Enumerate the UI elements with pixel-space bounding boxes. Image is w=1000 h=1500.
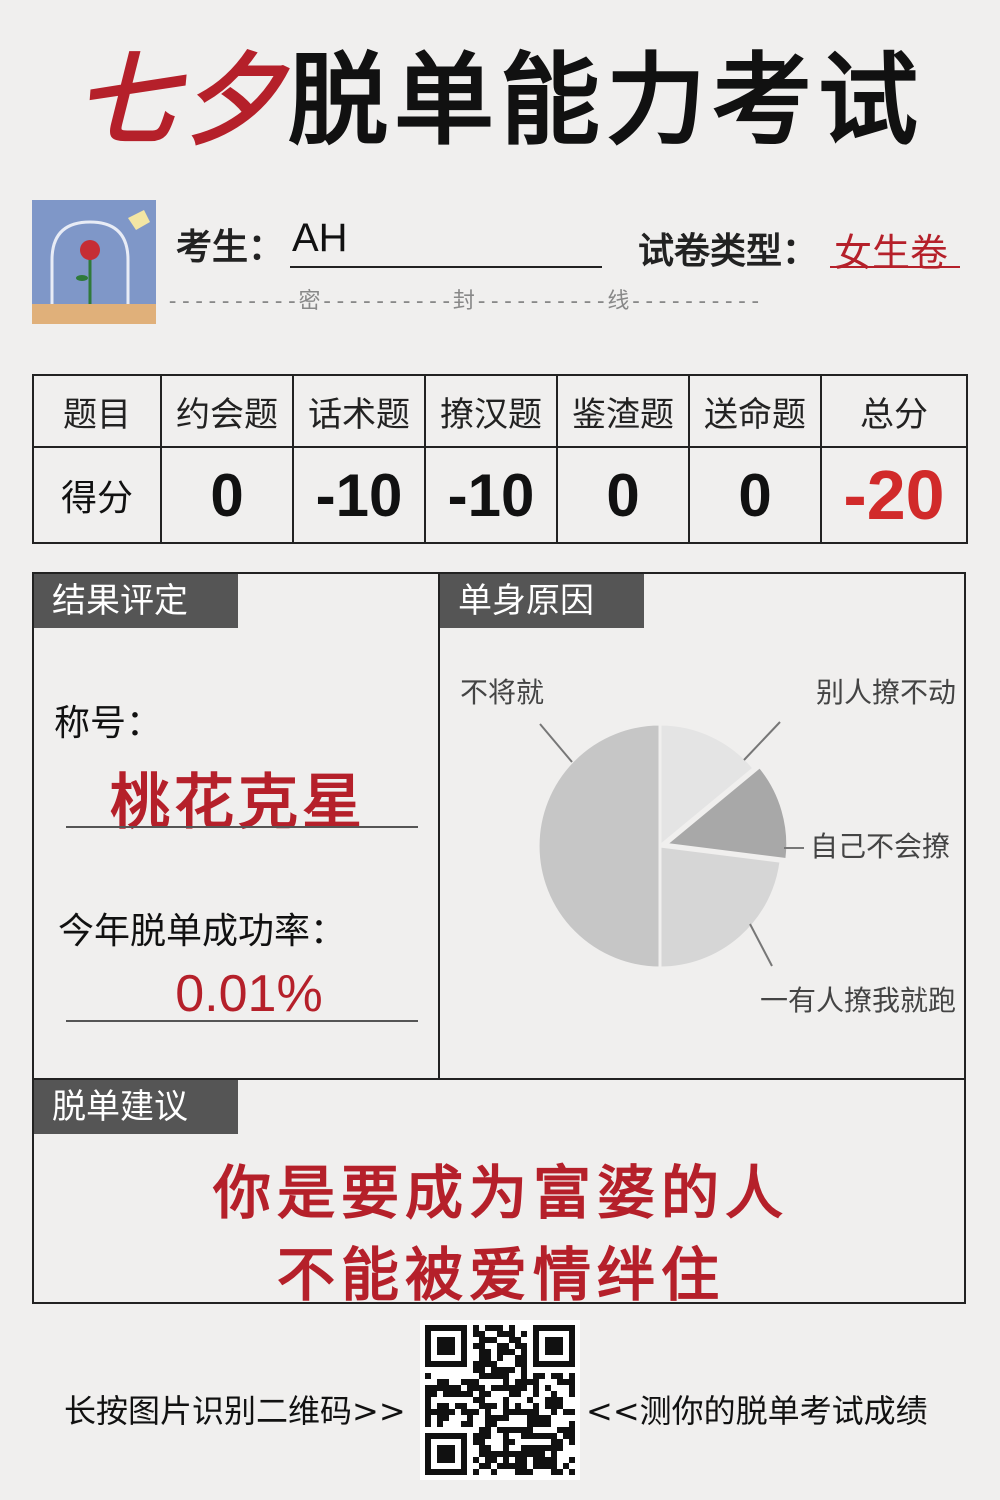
row-label-subject: 题目 <box>32 374 162 448</box>
pie-label-1: 别人撩不动 <box>816 676 956 709</box>
seal-char-feng: 封 <box>452 289 475 314</box>
score-table-header-row: 题目 约会题 话术题 撩汉题 鉴渣题 送命题 总分 <box>32 374 968 448</box>
honor-title-label: 称号： <box>54 703 163 744</box>
score-table-score-row: 得分 0 -10 -10 0 0 -20 <box>32 446 968 544</box>
score-total: -20 <box>820 446 968 544</box>
examinee-underline <box>290 266 602 268</box>
title-red: 七夕 <box>76 41 288 159</box>
score-dating: 0 <box>160 446 294 544</box>
pie-slice-0 <box>536 722 662 970</box>
page-title: 七夕脱单能力考试 <box>0 40 1000 160</box>
reason-panel: 单身原因 不将就 别人撩不动自己不会撩一有人撩我就跑 <box>438 572 966 1080</box>
pie-slice-3 <box>658 844 783 970</box>
reason-tag: 单身原因 <box>440 574 644 628</box>
advice-panel: 脱单建议 你是要成为富婆的人 不能被爱情绊住 <box>32 1078 966 1309</box>
score-trap: 0 <box>688 446 822 544</box>
pie-leader-line-0 <box>539 723 573 763</box>
seal-line: ----------密----------封----------线-------… <box>166 289 762 314</box>
score-flirt: -10 <box>424 446 558 544</box>
col-dating: 约会题 <box>160 374 294 448</box>
paper-type-underline <box>830 266 960 268</box>
pie-leader-line-1 <box>743 721 781 761</box>
success-rate-value: 0.01% <box>175 965 323 1023</box>
pie-leader-line-3 <box>749 923 773 967</box>
advice-line-2: 不能被爱情绊住 <box>276 1241 725 1309</box>
col-talk: 话术题 <box>292 374 426 448</box>
avatar <box>32 200 156 324</box>
seal-char-xian: 线 <box>607 289 630 314</box>
result-panel: 结果评定 称号： 桃花克星 今年脱单成功率： 0.01% <box>32 572 440 1080</box>
result-tag: 结果评定 <box>34 574 238 628</box>
pie-slice-1 <box>658 722 757 850</box>
advice-line-1: 你是要成为富婆的人 <box>212 1159 789 1227</box>
footer-right-text: <<测你的脱单考试成绩 <box>586 1392 928 1430</box>
advice-tag: 脱单建议 <box>34 1080 238 1134</box>
col-total: 总分 <box>820 374 968 448</box>
pie-label-0: 不将就 <box>460 676 544 709</box>
honor-title-underline <box>66 826 418 828</box>
score-table: 题目 约会题 话术题 撩汉题 鉴渣题 送命题 总分 得分 0 -10 -10 0… <box>32 374 968 544</box>
score-talk: -10 <box>292 446 426 544</box>
success-rate-label: 今年脱单成功率： <box>58 911 347 952</box>
footer-left-text: 长按图片识别二维码>> <box>64 1392 406 1430</box>
title-black: 脱单能力考试 <box>288 41 924 159</box>
score-spot-jerk: 0 <box>556 446 690 544</box>
pie-label-2: 自己不会撩 <box>810 830 950 863</box>
row-label-score: 得分 <box>32 446 162 544</box>
seal-char-mi: 密 <box>298 289 321 314</box>
col-spot-jerk: 鉴渣题 <box>556 374 690 448</box>
pie-label-3: 一有人撩我就跑 <box>760 984 956 1017</box>
paper-type-label: 试卷类型： <box>638 231 819 272</box>
success-rate-underline <box>66 1020 418 1022</box>
examinee-name: AH <box>292 216 348 260</box>
pie-slice-2 <box>662 764 790 862</box>
col-flirt: 撩汉题 <box>424 374 558 448</box>
col-trap: 送命题 <box>688 374 822 448</box>
avatar-rose-icon <box>32 200 156 324</box>
paper-type-value: 女生卷 <box>834 231 949 275</box>
qr-code-icon[interactable] <box>420 1320 580 1480</box>
examinee-label: 考生： <box>176 227 285 268</box>
